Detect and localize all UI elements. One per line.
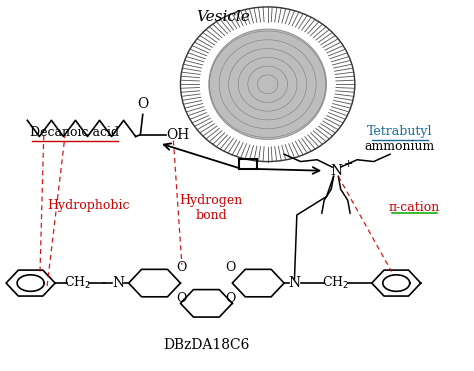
Text: ammonium: ammonium xyxy=(365,140,435,153)
Text: Hydrogen: Hydrogen xyxy=(180,194,243,207)
Text: O: O xyxy=(137,97,148,111)
Text: O: O xyxy=(177,261,187,274)
Text: DBzDA18C6: DBzDA18C6 xyxy=(163,338,249,352)
Text: π-cation: π-cation xyxy=(388,201,439,214)
Text: CH$_2$: CH$_2$ xyxy=(64,275,91,291)
Text: N: N xyxy=(288,276,301,290)
Text: CH$_2$: CH$_2$ xyxy=(322,275,349,291)
Text: Hydrophobic: Hydrophobic xyxy=(47,199,130,212)
Ellipse shape xyxy=(209,29,327,139)
Text: OH: OH xyxy=(166,128,190,142)
Text: O: O xyxy=(226,261,236,274)
Text: O: O xyxy=(226,292,236,305)
Bar xyxy=(239,159,257,169)
Text: Vesicle: Vesicle xyxy=(196,10,250,24)
Text: Tetrabutyl: Tetrabutyl xyxy=(367,125,432,138)
Text: +: + xyxy=(344,159,353,169)
Text: O: O xyxy=(177,292,187,305)
Text: Decanoic acid: Decanoic acid xyxy=(30,127,119,139)
Text: bond: bond xyxy=(195,209,227,222)
Text: N: N xyxy=(330,164,342,178)
Text: N: N xyxy=(112,276,124,290)
